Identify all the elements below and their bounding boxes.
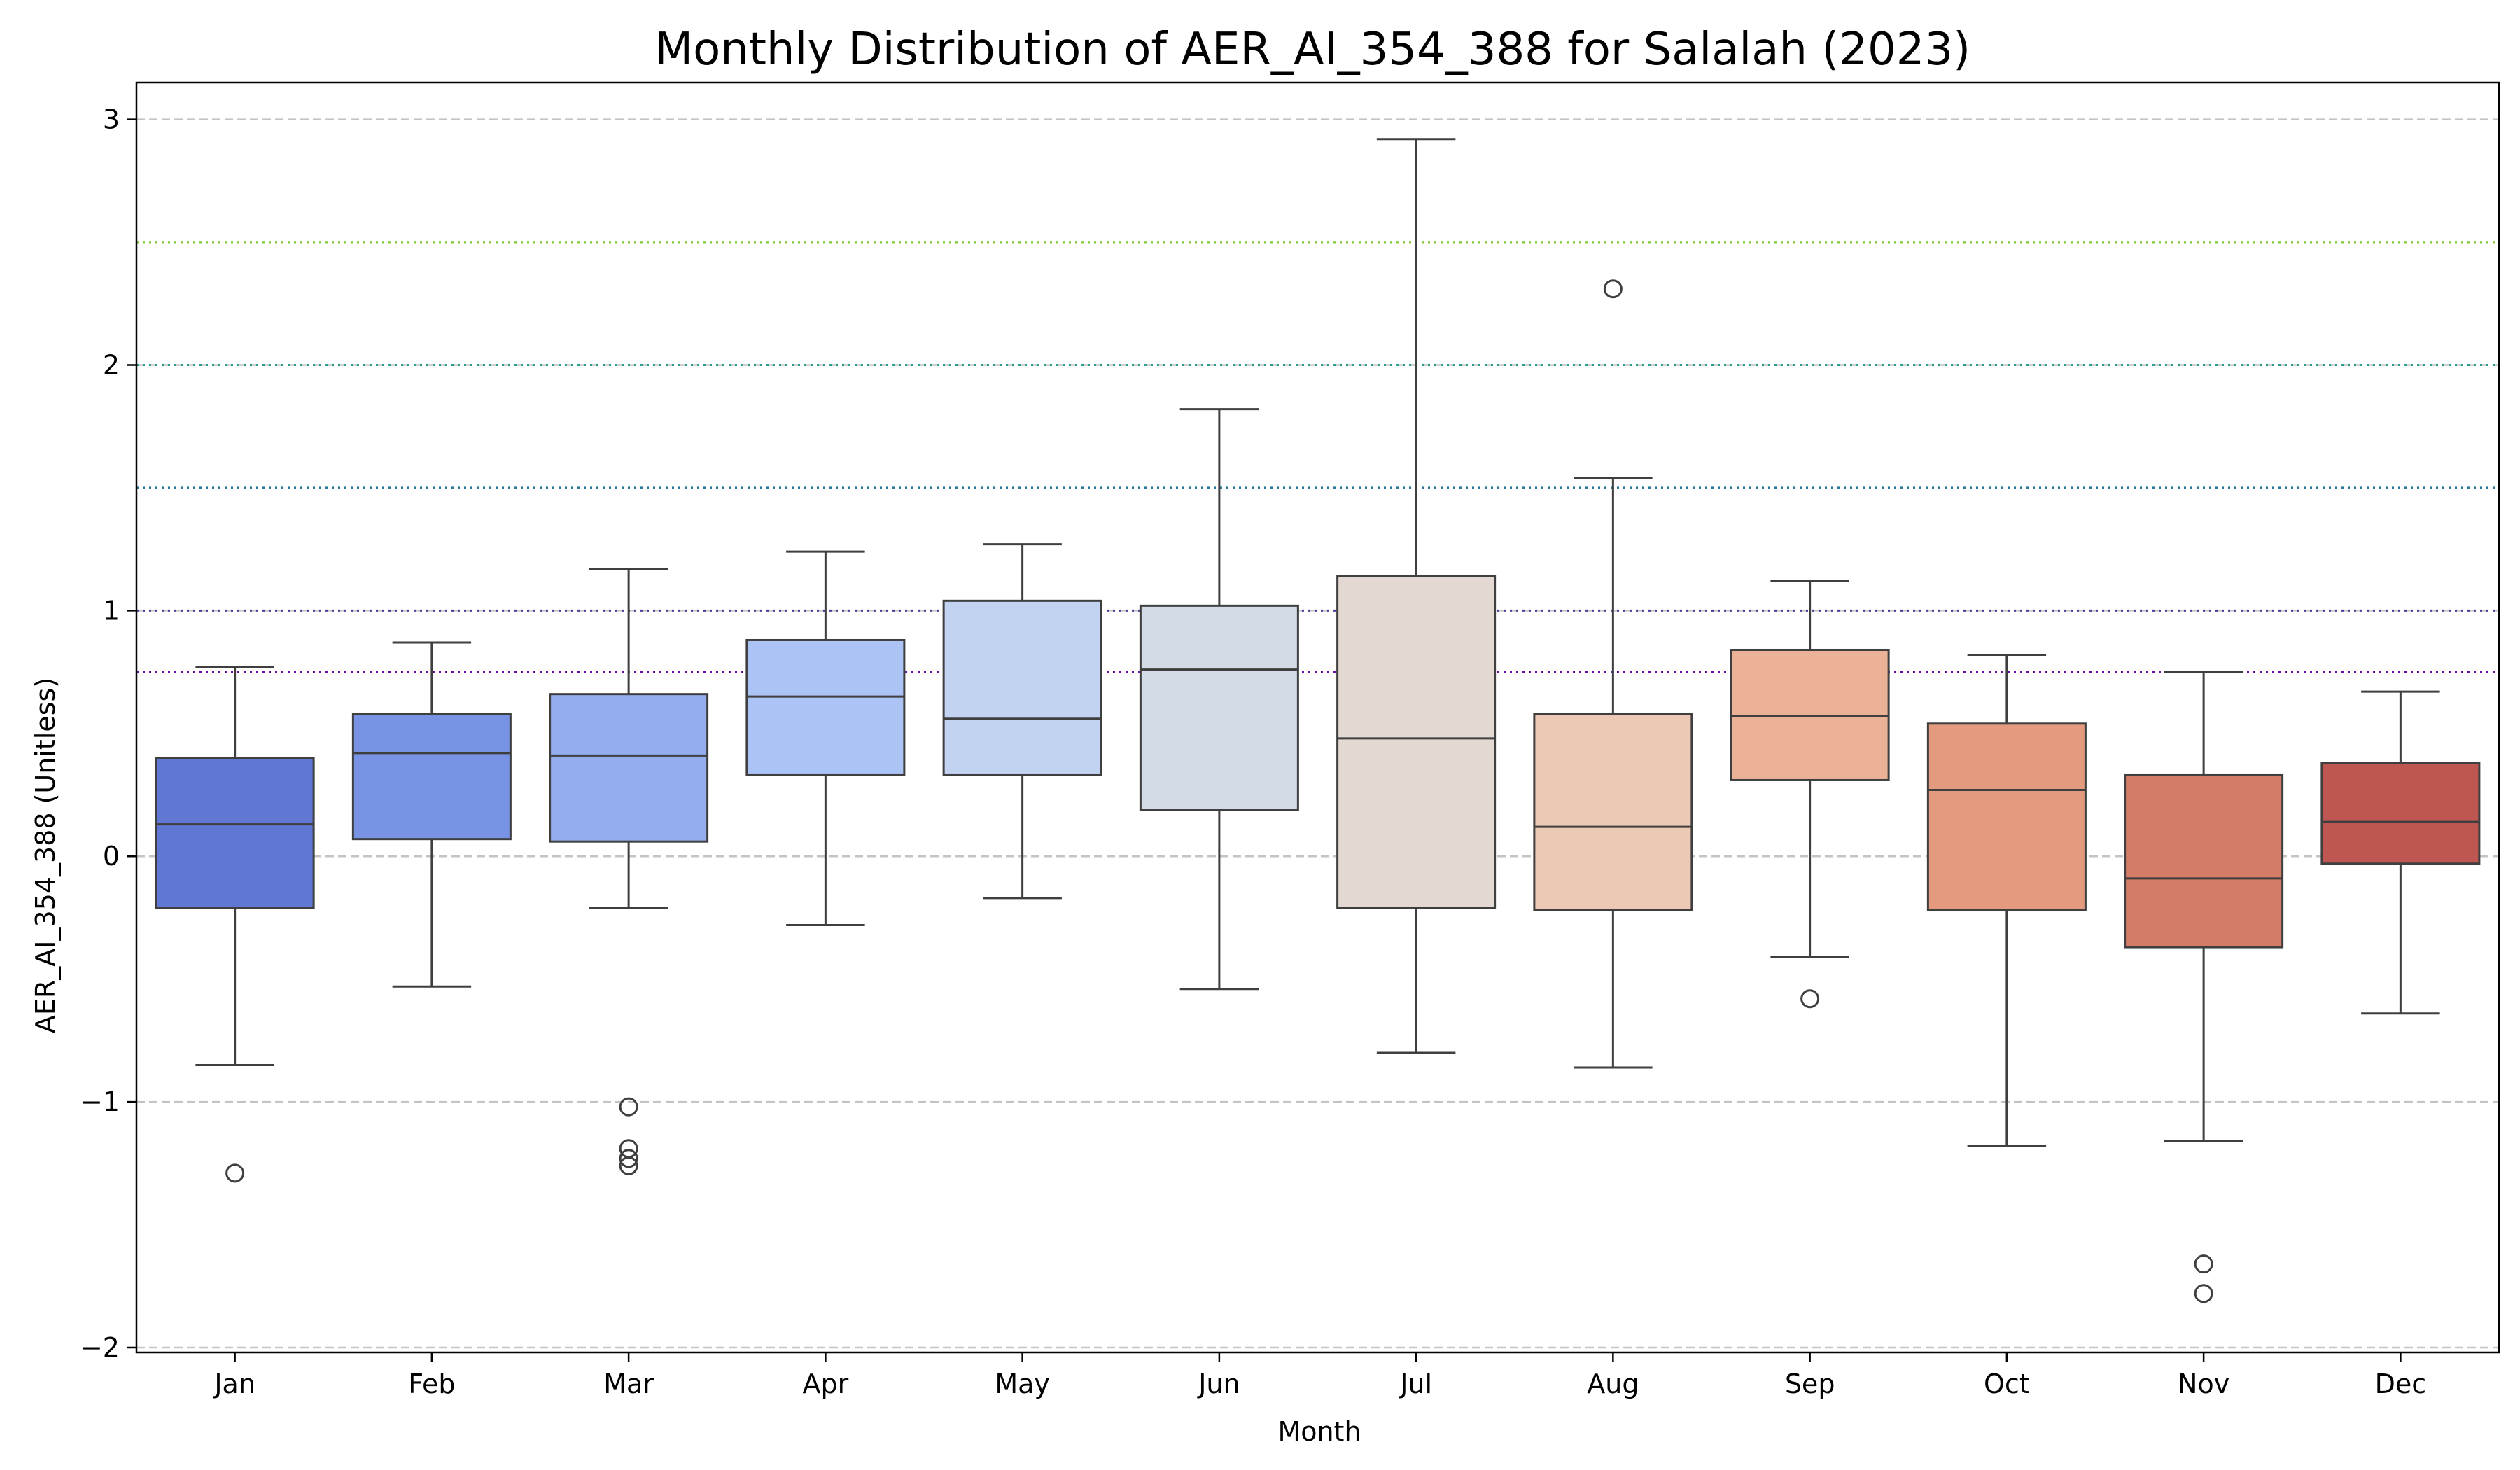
y-axis-label: AER_AI_354_388 (Unitless): [30, 678, 61, 1033]
grid-layer: [136, 118, 2499, 1349]
boxes: [155, 138, 2481, 1303]
y-tick-label: 3: [103, 104, 120, 135]
y-tick-label: −1: [80, 1086, 120, 1117]
plot-frame: [135, 81, 2500, 1354]
outlier-point: [619, 1139, 638, 1158]
reference-lines: [136, 241, 2499, 673]
y-axis-ticks: −2 −1 0 1 2 3: [80, 104, 136, 1363]
outlier-point: [619, 1097, 638, 1116]
x-tick-label: Jun: [1197, 1368, 1240, 1399]
iqr-box: [2320, 762, 2481, 865]
box-jun: [1139, 408, 1299, 990]
iqr-box: [2124, 774, 2284, 948]
iqr-box: [1730, 649, 1890, 781]
iqr-box: [1139, 604, 1299, 811]
chart-title: Monthly Distribution of AER_AI_354_388 f…: [654, 24, 1970, 76]
iqr-box: [549, 693, 709, 843]
outlier-point: [1603, 279, 1623, 299]
box-jan: [155, 666, 315, 1183]
box-may: [942, 543, 1102, 899]
iqr-box: [1926, 722, 2087, 911]
x-tick-label: Jan: [213, 1368, 255, 1399]
box-dec: [2320, 690, 2481, 1015]
iqr-box: [1533, 713, 1693, 911]
iqr-box: [1336, 575, 1497, 909]
iqr-box: [942, 599, 1102, 776]
x-tick-label: Mar: [603, 1368, 654, 1399]
box-nov: [2124, 671, 2284, 1303]
outlier-point: [1800, 989, 1820, 1009]
x-tick-label: May: [995, 1368, 1050, 1399]
y-tick-label: 2: [103, 350, 120, 381]
x-tick-label: Oct: [1984, 1368, 2030, 1399]
outlier-point: [225, 1163, 245, 1183]
box-feb: [351, 641, 512, 988]
x-axis-label: Month: [1278, 1416, 1361, 1447]
y-tick-label: 0: [103, 841, 120, 872]
y-tick-label: 1: [103, 595, 120, 626]
y-tick-label: −2: [80, 1332, 120, 1363]
outlier-point: [619, 1149, 638, 1168]
iqr-box: [351, 713, 512, 841]
box-jul: [1336, 138, 1497, 1054]
x-tick-label: Apr: [803, 1368, 849, 1399]
x-tick-label: Feb: [408, 1368, 455, 1399]
box-mar: [549, 568, 709, 1175]
outlier-point: [2194, 1284, 2213, 1303]
x-tick-label: Dec: [2375, 1368, 2427, 1399]
box-oct: [1926, 654, 2087, 1147]
box-sep: [1730, 580, 1890, 1009]
x-axis-ticks: Jan Feb Mar Apr May Jun Jul Aug Sep Oct Nov Dec: [213, 1352, 2426, 1399]
box-apr: [746, 550, 906, 926]
x-tick-label: Sep: [1785, 1368, 1835, 1399]
x-tick-label: Nov: [2178, 1368, 2230, 1399]
outlier-point: [619, 1156, 638, 1175]
outlier-point: [2194, 1254, 2213, 1274]
x-tick-label: Jul: [1399, 1368, 1432, 1399]
iqr-box: [746, 638, 906, 776]
iqr-box: [155, 757, 315, 909]
x-tick-label: Aug: [1587, 1368, 1639, 1399]
box-aug: [1533, 279, 1693, 1069]
